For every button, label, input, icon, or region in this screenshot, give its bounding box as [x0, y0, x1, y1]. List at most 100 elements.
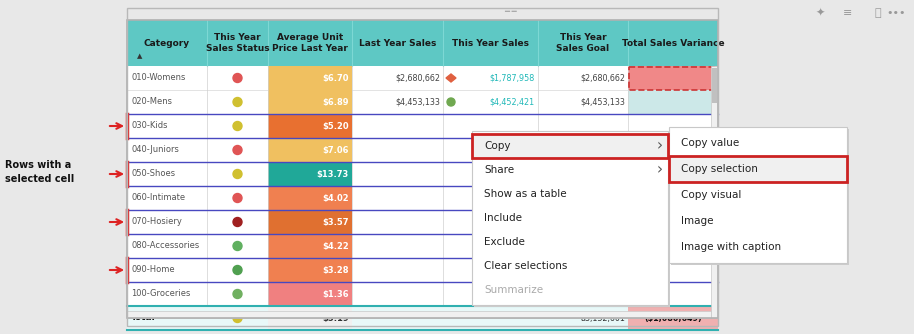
Text: ≡: ≡	[844, 8, 853, 18]
Bar	[268, 234, 352, 258]
Text: $4,453,133: $4,453,133	[395, 98, 440, 107]
Bar	[268, 114, 352, 138]
Bar	[127, 66, 718, 90]
Text: $1,787,958: $1,787,958	[490, 73, 535, 82]
Text: $1.36: $1.36	[323, 290, 349, 299]
Text: $4.22: $4.22	[323, 241, 349, 250]
Text: 100-Groceries: 100-Groceries	[131, 290, 190, 299]
Bar	[127, 306, 718, 330]
Text: Last Year Sales: Last Year Sales	[359, 38, 436, 47]
Bar	[474, 133, 670, 307]
Circle shape	[233, 266, 242, 275]
Bar	[268, 282, 352, 306]
Bar	[268, 138, 352, 162]
Text: Copy visual: Copy visual	[681, 190, 741, 200]
Bar	[127, 186, 718, 210]
Bar	[127, 138, 718, 162]
Circle shape	[233, 217, 242, 226]
Text: $7.06: $7.06	[323, 146, 349, 155]
Text: ›: ›	[657, 163, 663, 177]
Bar	[268, 186, 352, 210]
Circle shape	[233, 122, 242, 131]
Bar	[127, 20, 718, 66]
Text: 040-Juniors: 040-Juniors	[131, 146, 179, 155]
Text: ✦: ✦	[815, 8, 824, 18]
Text: $5.20: $5.20	[323, 122, 349, 131]
Bar	[628, 66, 718, 90]
Text: 070-Hosiery: 070-Hosiery	[131, 217, 182, 226]
Circle shape	[447, 98, 455, 106]
Text: ⧉: ⧉	[875, 8, 881, 18]
Bar	[268, 210, 352, 234]
Text: Include: Include	[484, 213, 522, 223]
Text: Copy: Copy	[484, 141, 511, 151]
Circle shape	[233, 314, 242, 323]
Polygon shape	[446, 74, 456, 82]
Bar	[669, 156, 847, 182]
Text: 050-Shoes: 050-Shoes	[131, 169, 175, 178]
Text: Total Sales Variance: Total Sales Variance	[622, 38, 724, 47]
Bar	[127, 114, 718, 138]
Text: $13.73: $13.73	[317, 169, 349, 178]
Bar	[268, 66, 352, 90]
Text: This Year
Sales Goal: This Year Sales Goal	[557, 33, 610, 53]
Bar	[671, 129, 849, 265]
Text: ä3,132,601: ä3,132,601	[580, 314, 625, 323]
Text: Rows with a
selected cell: Rows with a selected cell	[5, 160, 74, 184]
Text: Summarize: Summarize	[484, 285, 543, 295]
Text: $5.19: $5.19	[323, 314, 349, 323]
Text: 010-Womens: 010-Womens	[131, 73, 186, 82]
Bar	[127, 8, 718, 326]
Text: 080-Accessories: 080-Accessories	[131, 241, 199, 250]
Text: $4.02: $4.02	[323, 193, 349, 202]
Bar	[268, 90, 352, 114]
Bar	[127, 210, 718, 234]
Text: Exclude: Exclude	[484, 237, 525, 247]
Text: •••: •••	[887, 8, 906, 18]
Text: $4,452,421: $4,452,421	[490, 98, 535, 107]
Circle shape	[233, 98, 242, 107]
Text: $2,680,662: $2,680,662	[395, 73, 440, 82]
Text: Show as a table: Show as a table	[484, 189, 567, 199]
Text: $4,453,133: $4,453,133	[580, 98, 625, 107]
Bar	[127, 20, 718, 318]
Bar	[127, 20, 718, 318]
Bar	[268, 306, 352, 330]
Bar	[268, 258, 352, 282]
Circle shape	[233, 290, 242, 299]
Text: $3.28: $3.28	[323, 266, 349, 275]
Text: $6.70: $6.70	[323, 73, 349, 82]
Text: Image: Image	[681, 216, 714, 226]
Text: This Year
Sales Status: This Year Sales Status	[206, 33, 270, 53]
Text: Copy selection: Copy selection	[681, 164, 758, 174]
Bar	[127, 90, 718, 114]
Circle shape	[233, 73, 242, 82]
Bar	[712, 68, 717, 103]
Text: 060-Intimate: 060-Intimate	[131, 193, 186, 202]
Bar	[127, 311, 711, 318]
Text: ▲: ▲	[137, 53, 143, 59]
Bar	[472, 134, 668, 158]
Text: 030-Kids: 030-Kids	[131, 122, 167, 131]
Text: ›: ›	[657, 139, 663, 154]
Bar	[127, 234, 718, 258]
Text: 090-Home: 090-Home	[131, 266, 175, 275]
Text: Share: Share	[484, 165, 514, 175]
Text: ($1,080,649): ($1,080,649)	[644, 314, 702, 323]
Text: Average Unit
Price Last Year: Average Unit Price Last Year	[272, 33, 348, 53]
Bar	[127, 258, 718, 282]
Bar	[472, 131, 668, 305]
Text: $3.57: $3.57	[323, 217, 349, 226]
Text: $6.89: $6.89	[323, 98, 349, 107]
Text: ━ ━: ━ ━	[504, 7, 516, 16]
Circle shape	[233, 169, 242, 178]
Bar	[628, 306, 718, 330]
Bar	[127, 282, 718, 306]
Bar	[628, 90, 718, 114]
Bar	[268, 162, 352, 186]
Bar	[711, 66, 718, 318]
Bar	[669, 127, 847, 263]
Circle shape	[233, 146, 242, 155]
Circle shape	[233, 241, 242, 250]
Text: Image with caption: Image with caption	[681, 242, 781, 252]
